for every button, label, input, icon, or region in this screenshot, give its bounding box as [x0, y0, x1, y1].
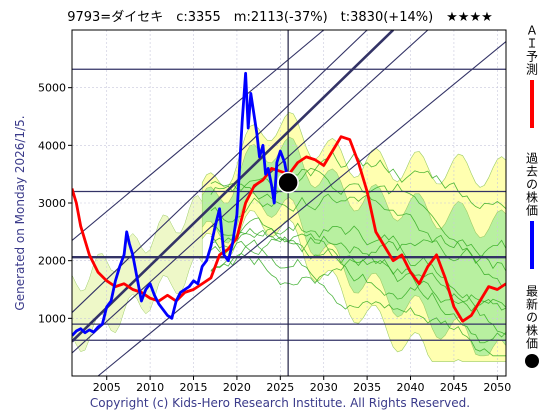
simulation-path-2: [210, 234, 506, 286]
chart-title: 9793=ダイセキ c:3355 m:2113(-37%) t:3830(+14…: [67, 10, 493, 25]
x-tick-label-2025: 2025: [266, 381, 294, 394]
y-tick-label-1000: 1000: [38, 312, 66, 325]
y-tick-label-3000: 3000: [38, 197, 66, 210]
legend-latest-label: 最新の株価: [524, 285, 539, 350]
simulation-path-4: [210, 168, 506, 264]
legend-past-label: 過去の株価: [524, 152, 539, 217]
legend-ai-swatch: [530, 80, 534, 128]
legend-past: 過去の株価: [520, 152, 544, 269]
x-tick-label-2010: 2010: [136, 381, 164, 394]
x-tick-label-2020: 2020: [223, 381, 251, 394]
generated-label: Generated on Monday 2026/1/5.: [13, 115, 27, 311]
x-tick-label-2050: 2050: [483, 381, 511, 394]
legend-latest: 最新の株価: [520, 285, 544, 368]
x-tick-label-2015: 2015: [180, 381, 208, 394]
legend-latest-marker: [525, 354, 539, 368]
y-tick-label-2000: 2000: [38, 255, 66, 268]
legend-past-swatch: [530, 221, 534, 269]
simulation-path-7: [210, 183, 506, 287]
trend-line-0: [72, 30, 325, 241]
latest-price-marker: [277, 171, 299, 194]
copyright: Copyright (c) Kids-Hero Research Institu…: [89, 396, 471, 410]
simulation-path-8: [210, 151, 506, 210]
y-tick-label-4000: 4000: [38, 139, 66, 152]
x-tick-label-2035: 2035: [353, 381, 381, 394]
x-tick-label-2045: 2045: [440, 381, 468, 394]
trend-line-4: [97, 41, 506, 376]
legend-ai-label: ＡＩ予測: [524, 24, 539, 76]
x-tick-label-2040: 2040: [397, 381, 425, 394]
x-tick-label-2030: 2030: [310, 381, 338, 394]
x-tick-label-2005: 2005: [93, 381, 121, 394]
simulation-path-3: [210, 227, 506, 312]
y-tick-label-5000: 5000: [38, 82, 66, 95]
series-past-line: [72, 71, 290, 337]
simulation-path-0: [210, 225, 506, 308]
legend-ai: ＡＩ予測: [520, 24, 544, 128]
simulation-path-6: [210, 233, 506, 344]
trend-line-2: [72, 30, 395, 343]
simulation-path-1: [210, 217, 506, 336]
simulation-path-5: [210, 239, 506, 357]
